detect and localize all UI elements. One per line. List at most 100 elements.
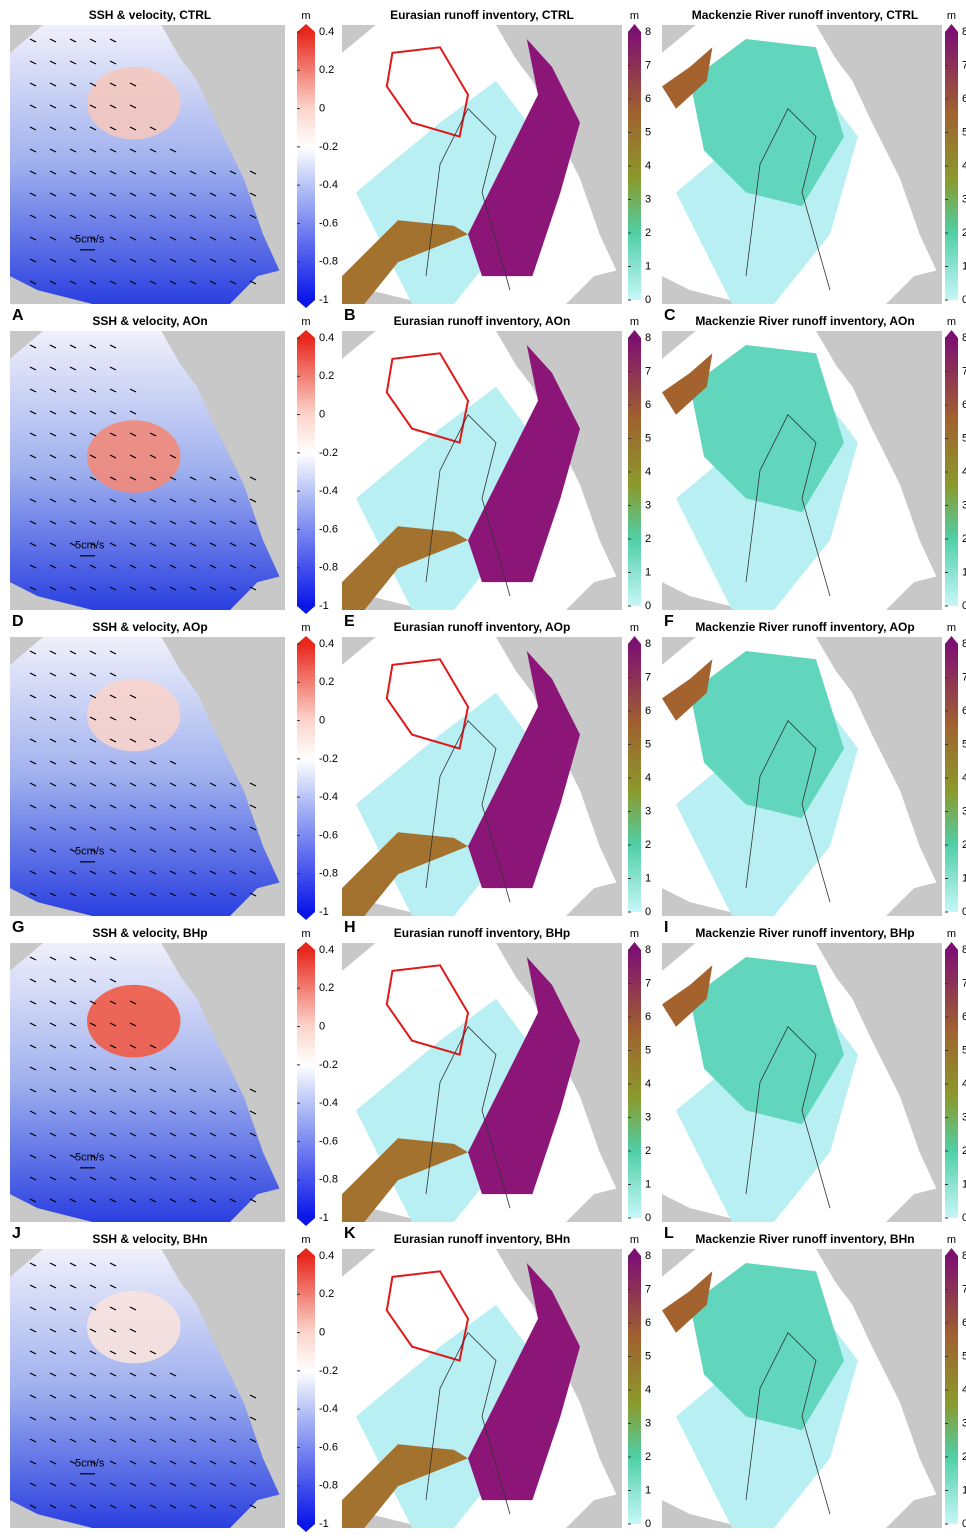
velocity-arrow — [229, 1154, 237, 1159]
velocity-arrow — [69, 1262, 77, 1267]
velocity-arrow — [129, 738, 137, 743]
velocity-arrow — [189, 1176, 197, 1181]
colorbar-end — [297, 24, 315, 32]
colorbar-tick-label: -0.4 — [319, 791, 338, 803]
velocity-arrow — [89, 1482, 97, 1487]
velocity-arrow — [109, 1482, 117, 1487]
velocity-arrow — [49, 1132, 57, 1137]
velocity-arrow — [229, 1482, 237, 1487]
velocity-arrow — [109, 1372, 117, 1377]
velocity-arrow — [249, 1198, 257, 1203]
velocity-arrow — [129, 804, 137, 809]
colorbar-tick-label: 0 — [962, 1212, 966, 1224]
map: 5cm/s — [10, 331, 285, 610]
velocity-arrow — [49, 694, 57, 699]
velocity-arrow — [169, 848, 177, 853]
velocity-arrow — [129, 1154, 137, 1159]
colorbar-tick-label: 0.4 — [319, 332, 334, 344]
velocity-arrow — [169, 1482, 177, 1487]
velocity-arrow — [109, 978, 117, 983]
velocity-arrow — [29, 192, 37, 197]
panel-title: Eurasian runoff inventory, BHp — [394, 926, 570, 940]
colorbar-tick-label: -1 — [319, 906, 329, 918]
runoff-high — [468, 651, 580, 889]
panel-letter: H — [344, 919, 356, 936]
velocity-arrow — [129, 1066, 137, 1071]
map: 5cm/s — [10, 637, 285, 916]
velocity-arrow — [69, 672, 77, 677]
velocity-arrow — [69, 60, 77, 65]
velocity-arrow — [29, 870, 37, 875]
runoff-high — [468, 39, 580, 277]
velocity-arrow — [109, 126, 117, 131]
velocity-arrow — [29, 694, 37, 699]
colorbar-tick-label: 7 — [962, 59, 966, 71]
velocity-arrow — [89, 1372, 97, 1377]
velocity-arrow — [69, 476, 77, 481]
velocity-arrow — [69, 782, 77, 787]
velocity-arrow — [89, 650, 97, 655]
bathymetry — [745, 1026, 831, 1209]
velocity-arrow — [89, 1132, 97, 1137]
velocity-arrow — [89, 1044, 97, 1049]
velocity-arrow — [169, 454, 177, 459]
velocity-arrow — [149, 782, 157, 787]
colorbar-tick-label: 5 — [962, 1350, 966, 1362]
velocity-arrow — [49, 1306, 57, 1311]
velocity-arrow — [109, 694, 117, 699]
velocity-arrow — [89, 1000, 97, 1005]
velocity-arrow — [149, 258, 157, 263]
velocity-arrow — [169, 1132, 177, 1137]
velocity-arrow — [49, 60, 57, 65]
velocity-arrow — [109, 1306, 117, 1311]
ocean-ssh — [10, 637, 280, 916]
scale-label: 5cm/s — [75, 540, 105, 552]
velocity-arrow — [109, 520, 117, 525]
velocity-arrow — [89, 170, 97, 175]
velocity-arrow — [29, 1350, 37, 1355]
velocity-arrow — [89, 214, 97, 219]
velocity-arrow — [89, 1416, 97, 1421]
colorbar-tick-label: -0.6 — [319, 523, 338, 535]
velocity-arrow — [89, 432, 97, 437]
velocity-arrow — [229, 804, 237, 809]
velocity-arrow — [69, 236, 77, 241]
velocity-arrow — [149, 192, 157, 197]
colorbar-end — [297, 636, 315, 644]
colorbar-tick-label: 0 — [319, 1020, 325, 1032]
velocity-arrow — [249, 170, 257, 175]
velocity-arrow — [109, 1066, 117, 1071]
velocity-arrow — [109, 1504, 117, 1509]
velocity-arrow — [149, 280, 157, 285]
velocity-arrow — [69, 498, 77, 503]
velocity-arrow — [249, 498, 257, 503]
colorbar-tick-label: 1 — [962, 872, 966, 884]
velocity-arrow — [169, 280, 177, 285]
colorbar-tick-label: 0 — [319, 1326, 325, 1338]
velocity-arrow — [149, 476, 157, 481]
velocity-arrow — [29, 1284, 37, 1289]
panel-title: SSH & velocity, BHn — [92, 1232, 207, 1246]
velocity-arrow — [49, 214, 57, 219]
ssh-high — [87, 1290, 181, 1364]
velocity-arrow — [29, 782, 37, 787]
velocity-arrow — [109, 564, 117, 569]
velocity-arrow — [69, 454, 77, 459]
velocity-arrow — [29, 214, 37, 219]
velocity-arrow — [29, 672, 37, 677]
velocity-arrow — [129, 1438, 137, 1443]
velocity-arrow — [69, 1066, 77, 1071]
velocity-arrow — [169, 1088, 177, 1093]
velocity-arrow — [89, 258, 97, 263]
colorbar-tick-label: 2 — [962, 533, 966, 545]
velocity-arrow — [69, 104, 77, 109]
velocity-arrow — [109, 542, 117, 547]
velocity-arrow — [249, 1438, 257, 1443]
velocity-arrow — [209, 280, 217, 285]
velocity-arrow — [49, 1110, 57, 1115]
colorbar-tick-label: 3 — [645, 499, 651, 511]
velocity-arrow — [49, 870, 57, 875]
panel-letter: G — [12, 919, 24, 936]
velocity-arrow — [109, 60, 117, 65]
colorbar-tick-label: 8 — [962, 26, 966, 38]
